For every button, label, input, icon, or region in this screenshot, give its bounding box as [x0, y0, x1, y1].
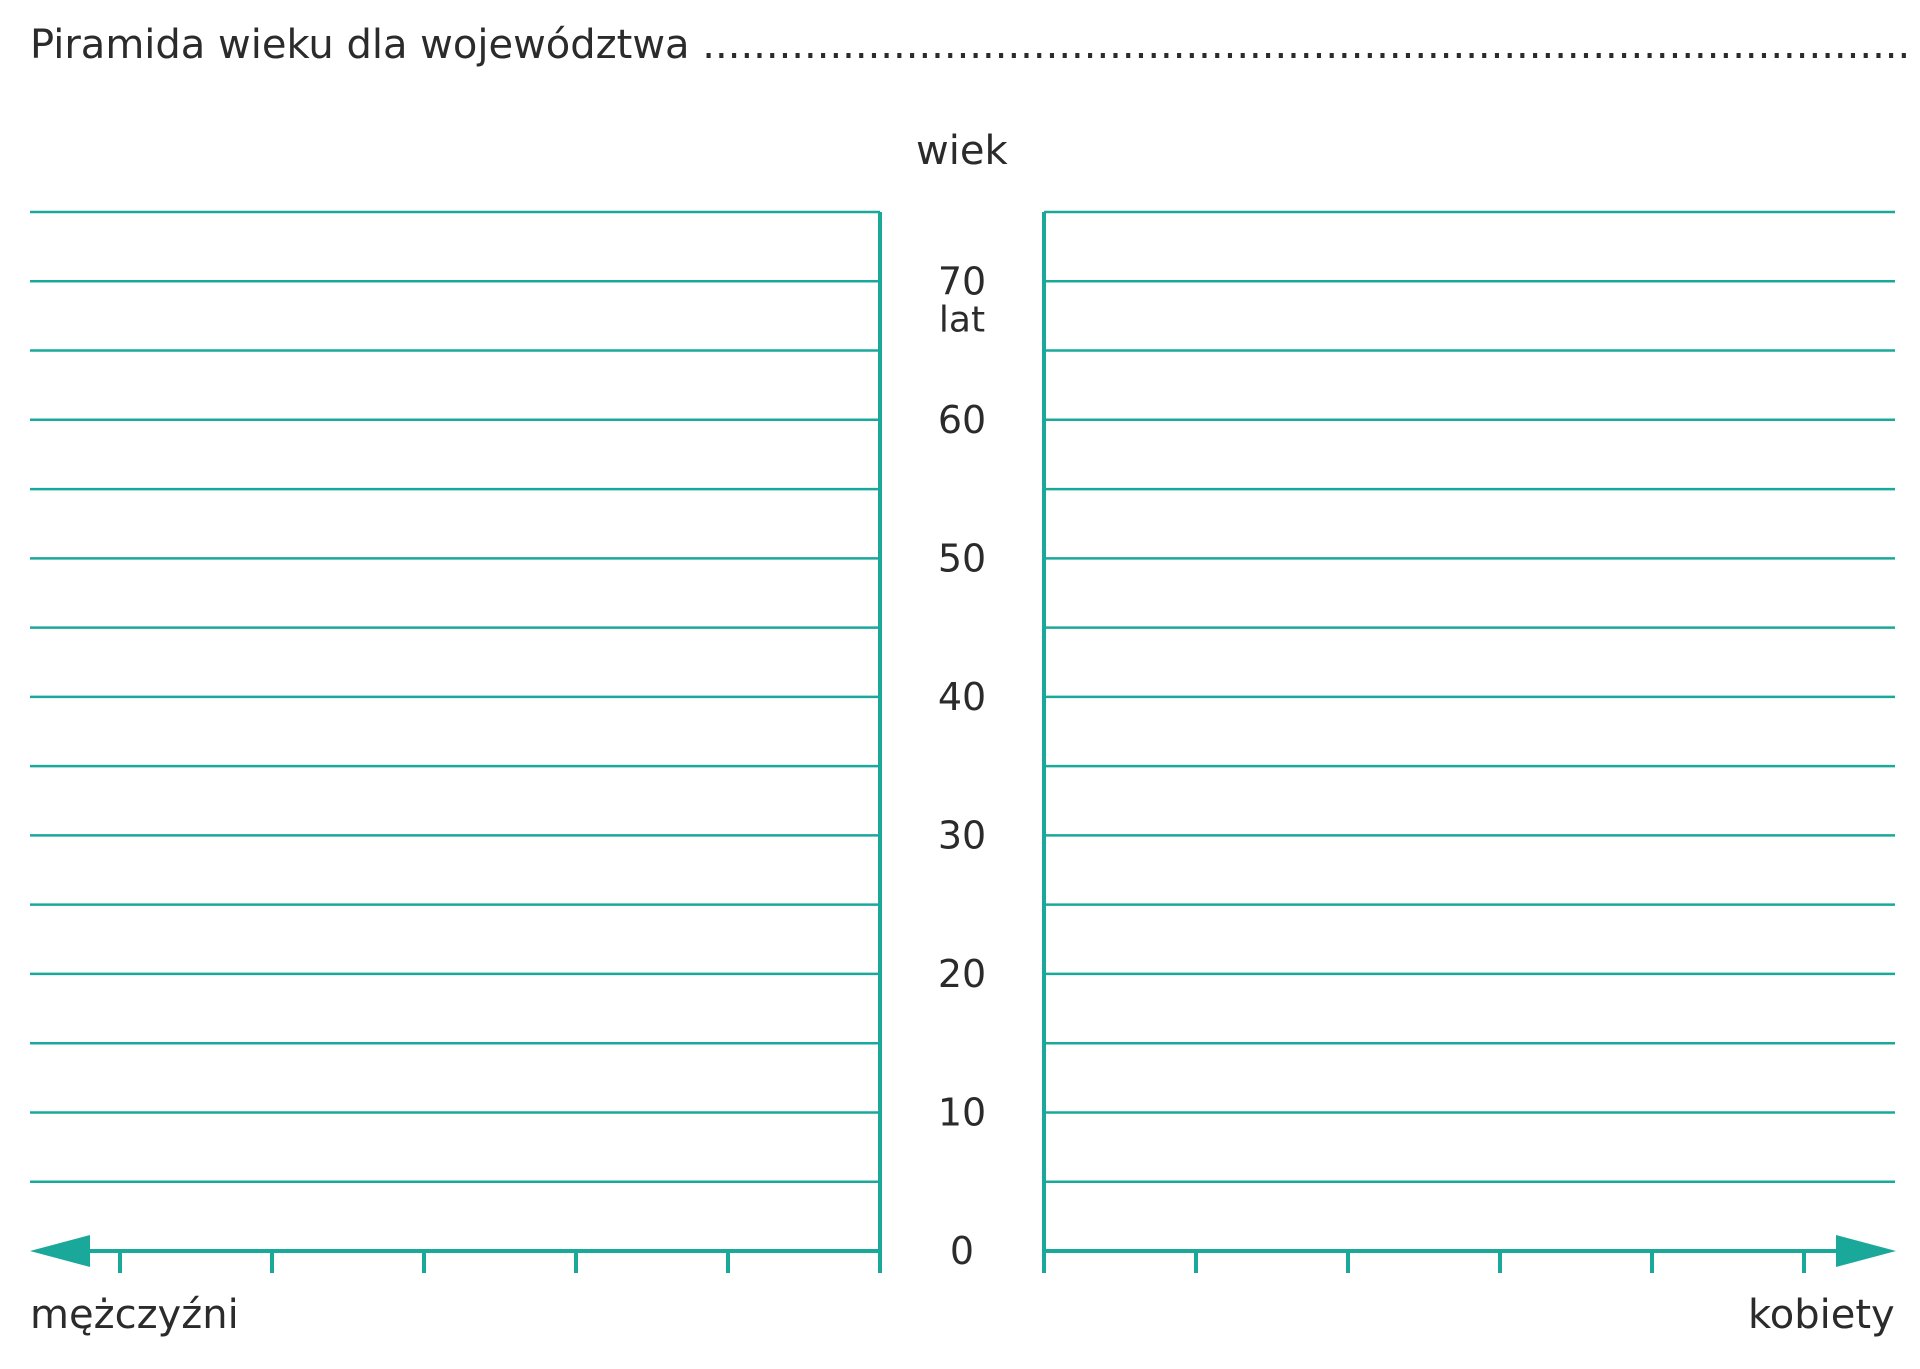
y-tick-label: 60 [938, 398, 986, 442]
title-text: Piramida wieku dla województwa [30, 22, 690, 68]
y-tick-label: 30 [938, 813, 986, 857]
grid-left [30, 210, 880, 1183]
y-axis-label: wiek [916, 128, 1008, 174]
title-blank-field: ........................................… [702, 22, 1911, 68]
women-axis-label: kobiety [1748, 1292, 1895, 1338]
y-tick-label: 70 [938, 259, 986, 303]
x-ticks [118, 1251, 1806, 1273]
y-unit-label: lat [939, 299, 985, 340]
y-tick-label: 40 [938, 675, 986, 719]
y-tick-label: 10 [938, 1090, 986, 1134]
axes [30, 212, 1896, 1267]
men-arrow-icon [30, 1235, 90, 1267]
y-tick-label: 0 [950, 1229, 974, 1273]
grid-right [1044, 210, 1895, 1183]
y-tick-label: 20 [938, 952, 986, 996]
y-tick-label: 50 [938, 536, 986, 580]
page-title: Piramida wieku dla województwa .........… [30, 22, 1910, 68]
women-arrow-icon [1836, 1235, 1896, 1267]
men-axis-label: mężczyźni [30, 1292, 239, 1338]
